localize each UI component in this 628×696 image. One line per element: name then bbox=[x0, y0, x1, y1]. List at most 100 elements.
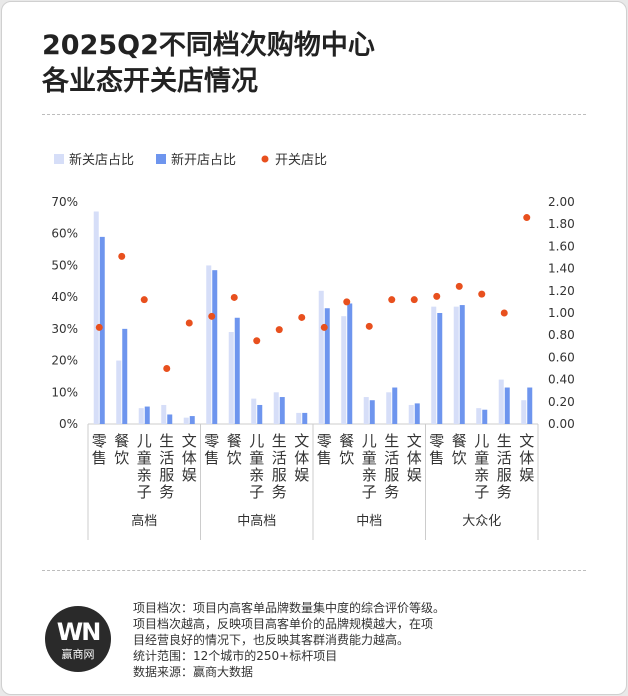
chart-title: 2025Q2不同档次购物中心 各业态开关店情况 bbox=[42, 28, 375, 100]
point-open-close-ratio bbox=[163, 365, 171, 372]
y-right-tick-label: 1.20 bbox=[548, 284, 575, 298]
bar-open-ratio bbox=[482, 409, 488, 424]
top-divider bbox=[42, 114, 586, 115]
point-open-close-ratio bbox=[478, 290, 486, 298]
category-label: 文体娱 bbox=[519, 432, 534, 484]
legend-marker bbox=[261, 155, 269, 163]
y-left-tick-label: 20% bbox=[51, 354, 78, 368]
bar-close-ratio bbox=[296, 412, 302, 424]
bar-close-ratio bbox=[93, 211, 99, 424]
bar-close-ratio bbox=[498, 379, 504, 424]
y-right-tick-label: 0.60 bbox=[548, 350, 575, 364]
bar-open-ratio bbox=[324, 308, 330, 424]
bar-open-ratio bbox=[302, 412, 308, 424]
bar-close-ratio bbox=[273, 392, 279, 424]
category-label: 文体娱 bbox=[407, 432, 422, 484]
point-open-close-ratio bbox=[95, 323, 103, 331]
y-left-tick-label: 60% bbox=[51, 227, 78, 241]
category-label: 儿童亲子 bbox=[249, 432, 264, 501]
point-open-close-ratio bbox=[433, 292, 441, 300]
category-label: 文体娱 bbox=[294, 432, 309, 484]
point-open-close-ratio bbox=[185, 319, 193, 327]
bar-open-ratio bbox=[257, 404, 263, 424]
chart-svg: 新关店占比 新开店占比 开关店比 0% 10% 20% 30% 40% 50% 60% 70% 0.0… bbox=[51, 152, 575, 540]
point-open-close-ratio bbox=[455, 282, 463, 290]
point-open-close-ratio bbox=[118, 252, 126, 260]
category-label: 餐饮 bbox=[452, 432, 467, 467]
point-open-close-ratio bbox=[523, 214, 531, 222]
bar-open-ratio bbox=[369, 400, 375, 424]
point-open-close-ratio bbox=[365, 322, 373, 330]
note-line: 数据来源：赢商大数据 bbox=[133, 665, 254, 679]
point-open-close-ratio bbox=[320, 323, 328, 331]
legend-swatch bbox=[156, 154, 166, 164]
bar-close-ratio bbox=[206, 265, 212, 424]
bar-open-ratio bbox=[122, 328, 128, 424]
bar-close-ratio bbox=[386, 392, 392, 424]
bar-close-ratio bbox=[521, 400, 527, 424]
category-label: 儿童亲子 bbox=[137, 432, 152, 501]
category-label: 餐饮 bbox=[339, 432, 354, 467]
y-right-tick-label: 0.40 bbox=[548, 373, 575, 387]
bar-close-ratio bbox=[318, 290, 324, 424]
point-open-close-ratio bbox=[500, 309, 508, 317]
y-left-tick-label: 10% bbox=[51, 385, 78, 399]
bottom-divider bbox=[42, 570, 586, 571]
y-left-tick-label: 70% bbox=[51, 195, 78, 209]
bar-close-ratio bbox=[251, 398, 257, 424]
bar-close-ratio bbox=[116, 360, 122, 424]
category-label: 儿童亲子 bbox=[362, 432, 377, 501]
bar-open-ratio bbox=[189, 416, 195, 424]
y-right-tick-label: 1.40 bbox=[548, 262, 575, 276]
y-right-tick-label: 1.80 bbox=[548, 217, 575, 231]
bar-open-ratio bbox=[279, 397, 285, 424]
bar-close-ratio bbox=[408, 404, 414, 424]
note-line: 项目档次：项目内高客单品牌数量集中度的综合评价等级。 bbox=[133, 601, 446, 615]
y-right-tick-label: 0.20 bbox=[548, 395, 575, 409]
bar-close-ratio bbox=[341, 316, 347, 424]
point-open-close-ratio bbox=[230, 293, 238, 301]
footnotes: 项目档次：项目内高客单品牌数量集中度的综合评价等级。 项目档次越高，反映项目高客… bbox=[133, 600, 493, 680]
point-open-close-ratio bbox=[208, 312, 216, 320]
title-line-1: 2025Q2不同档次购物中心 bbox=[42, 30, 375, 61]
bar-close-ratio bbox=[431, 306, 437, 424]
category-label: 餐饮 bbox=[114, 432, 129, 467]
y-left-tick-label: 0% bbox=[59, 417, 78, 431]
point-open-close-ratio bbox=[275, 326, 283, 334]
y-right-tick-label: 2.00 bbox=[548, 195, 575, 209]
point-open-close-ratio bbox=[298, 313, 306, 321]
bar-open-ratio bbox=[212, 270, 218, 424]
group-label: 中高档 bbox=[237, 513, 276, 529]
bar-open-ratio bbox=[437, 313, 443, 424]
legend-label: 开关店比 bbox=[275, 153, 327, 168]
category-label: 零售 bbox=[92, 432, 107, 467]
bar-open-ratio bbox=[144, 406, 150, 424]
bar-close-ratio bbox=[183, 417, 189, 424]
point-open-close-ratio bbox=[253, 337, 261, 345]
bar-open-ratio bbox=[459, 305, 465, 424]
bar-open-ratio bbox=[347, 303, 353, 424]
group-label: 大众化 bbox=[462, 514, 501, 529]
category-label: 生活服务 bbox=[159, 432, 174, 501]
y-right-tick-label: 1.60 bbox=[548, 239, 575, 253]
category-label: 生活服务 bbox=[384, 432, 399, 501]
brand-logo: WN 赢商网 bbox=[45, 606, 111, 672]
point-open-close-ratio bbox=[388, 296, 396, 304]
legend-label: 新开店占比 bbox=[171, 152, 236, 168]
point-open-close-ratio bbox=[343, 298, 351, 306]
bar-open-ratio bbox=[527, 387, 533, 424]
bar-open-ratio bbox=[234, 317, 240, 424]
category-label: 餐饮 bbox=[227, 432, 242, 467]
note-line: 项目档次越高，反映项目高客单价的品牌规模越大，在项 bbox=[133, 617, 434, 631]
bar-close-ratio bbox=[161, 404, 167, 424]
y-right-tick-label: 1.00 bbox=[548, 306, 575, 320]
y-left-tick-label: 40% bbox=[51, 290, 78, 304]
bar-open-ratio bbox=[99, 236, 105, 424]
group-label: 高档 bbox=[131, 513, 157, 529]
point-open-close-ratio bbox=[410, 296, 418, 304]
point-open-close-ratio bbox=[140, 296, 148, 304]
note-line: 目经营良好的情况下，也反映其客群消费能力越高。 bbox=[133, 633, 410, 647]
bar-close-ratio bbox=[228, 332, 234, 424]
y-right-tick-label: 0.00 bbox=[548, 417, 575, 431]
